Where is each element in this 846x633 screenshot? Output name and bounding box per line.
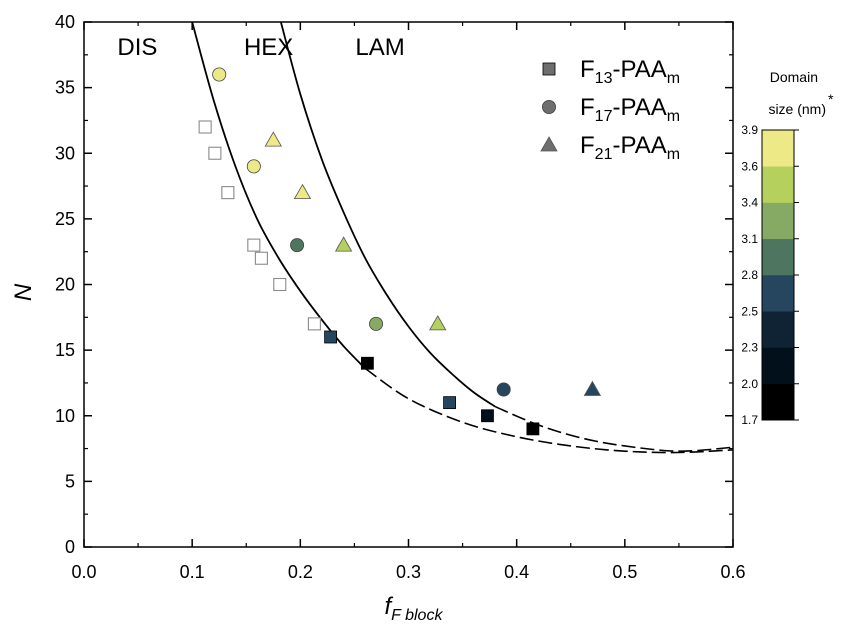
data-point-triangle bbox=[293, 183, 312, 200]
region-label-lam: LAM bbox=[355, 34, 404, 61]
legend-label: F17-PAAm bbox=[580, 94, 680, 125]
data-point-square bbox=[443, 396, 457, 410]
data-point-circle bbox=[369, 316, 384, 331]
legend-label: F13-PAAm bbox=[580, 56, 680, 87]
colorbar-segment bbox=[762, 347, 794, 385]
colorbar-segment bbox=[762, 383, 794, 421]
data-point-open-square bbox=[208, 146, 222, 160]
data-point-circle bbox=[212, 67, 227, 82]
colorbar-segment bbox=[762, 275, 794, 312]
x-axis-title: fF block bbox=[385, 593, 444, 624]
y-tick-label: 20 bbox=[55, 275, 75, 295]
legend-marker-circle bbox=[542, 100, 557, 115]
data-point-square bbox=[360, 356, 374, 370]
colorbar-title-line2: size (nm) bbox=[768, 101, 826, 117]
colorbar-tick-label: 1.7 bbox=[741, 413, 758, 427]
colorbar-tick-label: 3.6 bbox=[741, 159, 758, 173]
region-label-dis: DIS bbox=[117, 34, 157, 61]
colorbar-tick-label: 2.5 bbox=[741, 304, 758, 318]
x-tick-label: 0.6 bbox=[720, 562, 745, 582]
y-tick-label: 0 bbox=[65, 537, 75, 557]
colorbar-segment bbox=[762, 238, 794, 276]
data-point-triangle bbox=[334, 236, 353, 252]
colorbar-asterisk: * bbox=[828, 91, 834, 107]
colorbar-tick-label: 3.4 bbox=[741, 196, 758, 210]
data-point-open-square bbox=[273, 277, 287, 292]
colorbar-title-line1: Domain bbox=[770, 69, 818, 85]
y-axis-title: N bbox=[10, 283, 37, 301]
colorbar-tick-label: 3.1 bbox=[741, 232, 758, 246]
data-point-square bbox=[526, 422, 540, 436]
axes: 0.0 0.1 0.2 0.3 0.4 0.5 0.6 0 5 10 15 20 25 30 35 40 bbox=[55, 12, 746, 582]
data-point-circle bbox=[290, 238, 305, 253]
colorbar-segment bbox=[762, 130, 794, 167]
data-point-circle bbox=[246, 159, 261, 174]
x-tick-label: 0.3 bbox=[396, 562, 421, 582]
data-point-open-square bbox=[198, 120, 212, 134]
colorbar-tick-label: 2.3 bbox=[741, 341, 758, 355]
y-tick-label: 10 bbox=[55, 406, 75, 426]
legend: F13-PAAm F17-PAAm F21-PAAm bbox=[540, 56, 680, 163]
y-tick-label: 5 bbox=[65, 471, 75, 491]
x-tick-label: 0.1 bbox=[180, 562, 205, 582]
region-labels: DIS HEX LAM bbox=[117, 34, 404, 61]
y-tick-label: 40 bbox=[55, 12, 75, 32]
x-tick-label: 0.2 bbox=[288, 562, 313, 582]
data-point-triangle bbox=[429, 315, 447, 331]
phase-boundaries bbox=[191, 21, 734, 454]
data-point-open-square bbox=[307, 317, 321, 331]
data-point-triangle bbox=[583, 380, 602, 396]
legend-label: F21-PAAm bbox=[580, 132, 680, 163]
data-point-circle bbox=[496, 382, 511, 397]
legend-marker-triangle bbox=[540, 136, 558, 152]
colorbar-tick-label: 2.8 bbox=[741, 268, 758, 282]
colorbar-tick-label: 2.0 bbox=[741, 377, 758, 391]
colorbar-segment bbox=[762, 311, 794, 348]
x-tick-label: 0.4 bbox=[504, 562, 529, 582]
data-markers bbox=[198, 67, 602, 436]
data-point-open-square bbox=[221, 186, 235, 200]
colorbar-tick-label: 3.9 bbox=[741, 123, 758, 137]
data-point-open-square bbox=[254, 251, 268, 265]
data-point-triangle bbox=[264, 131, 282, 147]
y-tick-label: 30 bbox=[55, 143, 75, 163]
data-point-square bbox=[324, 330, 338, 344]
boundary-hex-lam-solid bbox=[279, 21, 496, 408]
y-tick-label: 35 bbox=[55, 78, 75, 98]
y-tick-label: 15 bbox=[55, 340, 75, 360]
data-point-open-square bbox=[247, 238, 261, 252]
y-tick-label: 25 bbox=[55, 209, 75, 229]
colorbar-segment bbox=[762, 166, 794, 203]
boundary-dis-hex-dashed bbox=[364, 367, 734, 454]
legend-marker-square bbox=[542, 62, 556, 76]
colorbar: 1.7 2.0 2.3 2.5 2.8 3.1 3.4 3.6 3.9 Domain size (n… bbox=[741, 69, 834, 427]
x-tick-label: 0.5 bbox=[612, 562, 637, 582]
colorbar-segment bbox=[762, 202, 794, 240]
data-point-square bbox=[481, 409, 494, 423]
x-tick-label: 0.0 bbox=[71, 562, 96, 582]
region-label-hex: HEX bbox=[244, 34, 293, 61]
